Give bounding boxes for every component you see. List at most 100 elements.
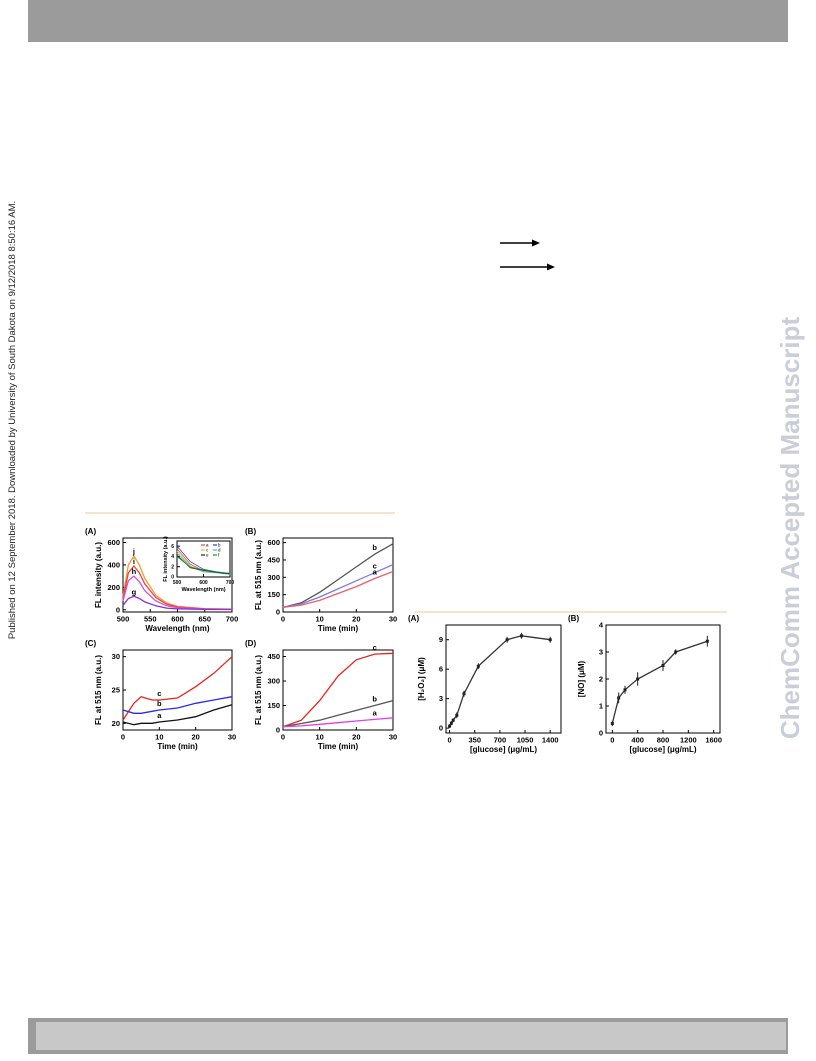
data-point (623, 688, 627, 692)
data-point (462, 692, 466, 696)
legend-label: e (206, 553, 209, 558)
y-tick-label: 0 (276, 726, 280, 735)
y-tick-label: 25 (112, 686, 120, 695)
series-line (282, 564, 394, 609)
curve-label: b (372, 543, 377, 552)
legend-label: b (218, 543, 221, 548)
x-tick-label: 20 (352, 615, 360, 624)
data-point (661, 664, 665, 667)
x-tick-label: 30 (228, 733, 236, 742)
plot-frame (122, 649, 233, 731)
legend-label: f (218, 553, 220, 558)
legend-label: d (218, 548, 221, 553)
data-point (548, 638, 552, 642)
x-tick-label: 700 (226, 580, 235, 586)
data-point (617, 696, 621, 700)
x-tick-label: 500 (117, 615, 130, 624)
x-tick-label: 1400 (542, 736, 559, 745)
curve-label: c (373, 643, 377, 652)
x-axis-label: [glucose] (μg/mL) (470, 745, 537, 754)
plot-frame (445, 624, 562, 734)
y-tick-label: 150 (267, 590, 280, 599)
x-tick-label: 20 (191, 733, 199, 742)
x-tick-label: 0 (610, 736, 614, 745)
y-tick-label: 450 (267, 555, 280, 564)
legend-label: c (206, 548, 209, 553)
x-tick-label: 350 (468, 736, 481, 745)
data-point (448, 724, 452, 728)
chart: 0 400 800 1200 1600 0 1 2 3 4 [glucose] (μg/mL) [NO… (568, 614, 722, 754)
curve-label: i (133, 557, 135, 566)
data-point (476, 664, 480, 668)
y-tick-label: 4 (599, 621, 604, 630)
series-line (282, 699, 394, 728)
y-tick-label: 600 (107, 538, 120, 547)
y-tick-label: 600 (267, 538, 280, 547)
series-line (122, 656, 233, 721)
y-tick-label: 0 (116, 605, 120, 614)
data-point (449, 721, 453, 725)
x-axis-label: [glucose] (μg/mL) (629, 745, 696, 754)
data-point (455, 713, 459, 717)
panel-label: (A) (408, 614, 419, 623)
x-axis-label: Wavelength (nm) (145, 624, 209, 633)
data-point (705, 639, 709, 643)
side-note: Published on 12 September 2018. Download… (7, 201, 18, 639)
x-tick-label: 800 (657, 736, 670, 745)
x-tick-label: 400 (631, 736, 644, 745)
y-tick-label: 1 (599, 702, 603, 711)
chart: 0 10 20 30 20 25 30 Time (min) FL at 515 nm (a.u… (85, 639, 236, 751)
x-tick-label: 500 (173, 580, 182, 586)
y-axis-label: FL at 515 nm (a.u.) (254, 655, 263, 725)
series-line (449, 635, 551, 727)
y-tick-label: 0 (439, 724, 443, 733)
panel-label: (D) (245, 639, 256, 648)
y-tick-label: 6 (439, 665, 443, 674)
header-bar (28, 0, 788, 42)
series-line (282, 652, 394, 728)
x-tick-label: 20 (352, 733, 360, 742)
curve-label: a (157, 711, 162, 720)
series-line (176, 553, 231, 575)
x-axis-label: Time (min) (318, 742, 359, 751)
x-tick-label: 700 (494, 736, 507, 745)
panel-label: (B) (245, 527, 256, 536)
x-tick-label: 30 (389, 615, 397, 624)
curve-label: h (132, 567, 137, 576)
footer-inner (36, 1022, 786, 1050)
series-line (122, 696, 233, 714)
x-tick-label: 600 (171, 615, 184, 624)
series-line (282, 570, 394, 609)
x-axis-label: Wavelength (nm) (181, 587, 225, 593)
chart: 500 600 700 0 2 4 6 Wavelength (nm) FL intensity… (163, 536, 234, 593)
panel-label: (A) (85, 527, 96, 536)
x-tick-label: 650 (198, 615, 211, 624)
panel-label: (C) (85, 639, 96, 648)
curve-label: b (372, 695, 377, 704)
x-tick-label: 700 (226, 615, 239, 624)
arrow-head (547, 263, 555, 271)
x-tick-label: 1200 (680, 736, 697, 745)
series-line (176, 556, 231, 574)
x-tick-label: 550 (144, 615, 157, 624)
y-axis-label: [NO] (μM) (577, 660, 586, 697)
curve-label: c (157, 689, 161, 698)
y-tick-label: 9 (439, 635, 443, 644)
plot-frame (282, 537, 394, 613)
y-axis-label: FL at 515 nm (a.u.) (94, 655, 103, 725)
chart: 0 350 700 1050 1400 0 3 6 9 [glucose] (μg/mL) [H₂O… (408, 614, 562, 754)
x-tick-label: 0 (448, 736, 452, 745)
plot-frame (605, 624, 721, 734)
data-point (519, 634, 523, 638)
x-tick-label: 1600 (705, 736, 722, 745)
y-tick-label: 200 (107, 583, 120, 592)
series-line (122, 704, 233, 726)
y-tick-label: 400 (107, 560, 120, 569)
y-tick-label: 2 (171, 564, 174, 570)
series-line (122, 575, 233, 611)
data-point (505, 638, 509, 642)
